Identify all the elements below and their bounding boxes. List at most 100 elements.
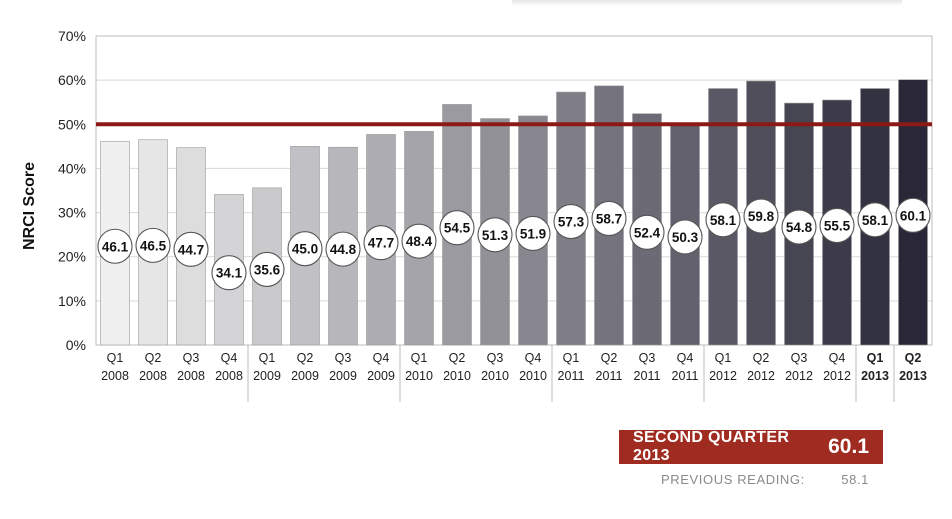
x-tick-quarter: Q2 [601,351,618,365]
y-tick-label: 10% [58,293,86,309]
x-tick-quarter: Q2 [905,351,922,365]
value-label-circle [895,197,931,233]
x-tick-quarter: Q3 [791,351,808,365]
plot-frame [95,35,933,346]
value-label-circle [705,202,741,238]
x-tick-quarter: Q4 [525,351,542,365]
value-label: 44.8 [330,242,357,257]
x-tick-quarter: Q3 [335,351,352,365]
y-tick-label: 50% [58,116,86,132]
x-tick-year: 2011 [596,369,623,383]
value-label: 58.1 [710,213,737,228]
x-tick-year: 2010 [443,369,471,383]
x-tick-quarter: Q3 [183,351,200,365]
x-tick-quarter: Q2 [753,351,770,365]
x-tick-quarter: Q1 [259,351,276,365]
value-label-circle [515,215,551,251]
y-axis-label: NRCI Score [21,162,38,250]
value-label-circle [781,209,817,245]
x-tick-year: 2008 [101,369,129,383]
y-tick-label: 20% [58,249,86,265]
value-label-circle [401,223,437,259]
value-label: 55.5 [824,219,851,234]
x-tick-quarter: Q4 [829,351,846,365]
y-tick-label: 30% [58,205,86,221]
value-label-circle [249,251,285,287]
x-tick-year: 2011 [634,369,661,383]
x-tick-year: 2011 [672,369,699,383]
y-tick-label: 40% [58,160,86,176]
nrci-bar-chart: 46.1 46.5 44.7 34.1 35.6 45.0 44.8 47.7 48.4 54.5… [21,28,933,402]
value-labels: 46.1 46.5 44.7 34.1 35.6 45.0 44.8 47.7 48.4 54.5… [97,197,931,291]
value-label: 54.5 [444,221,471,236]
summary-box: SECOND QUARTER 2013 60.1 [619,429,883,464]
value-label: 50.3 [672,230,699,245]
value-label-circle [591,200,627,236]
x-tick-year: 2013 [861,369,889,383]
summary-value: 60.1 [828,435,869,458]
x-tick-year: 2008 [177,369,205,383]
x-tick-year: 2012 [709,369,737,383]
x-tick-year: 2009 [329,369,357,383]
x-tick-quarter: Q3 [639,351,656,365]
y-tick-label: 70% [58,28,86,44]
value-label: 57.3 [558,215,585,230]
value-label: 54.8 [786,220,813,235]
value-label: 34.1 [216,266,243,281]
y-axis: 0% 10% 20% 30% 40% 50% 60% 70% [58,28,86,353]
x-tick-quarter: Q1 [411,351,428,365]
value-label: 52.4 [634,225,661,240]
value-label-circle [477,217,513,253]
x-tick-quarter: Q1 [715,351,732,365]
value-label: 58.7 [596,211,622,226]
x-tick-year: 2010 [519,369,547,383]
value-label: 51.3 [482,228,509,243]
previous-reading-value: 58.1 [841,472,869,487]
value-label: 59.8 [748,209,775,224]
x-tick-year: 2010 [481,369,509,383]
value-label: 44.7 [178,242,204,257]
value-label-circle [819,207,855,244]
x-tick-year: 2013 [899,369,927,383]
value-label: 48.4 [406,234,433,249]
x-tick-year: 2009 [291,369,319,383]
value-label: 60.1 [900,208,927,223]
x-tick-year: 2009 [253,369,281,383]
summary-label: SECOND QUARTER 2013 [633,429,790,464]
value-label-circle [325,231,361,267]
x-tick-quarter: Q2 [449,351,466,365]
x-tick-year: 2011 [558,369,585,383]
value-label: 46.5 [140,238,167,253]
value-label-circle [211,255,247,291]
value-label-circle [667,219,703,255]
value-label-circle [135,227,171,263]
x-tick-quarter: Q4 [373,351,390,365]
value-label: 45.0 [292,242,318,257]
value-label-circle [553,203,589,240]
value-label: 46.1 [102,239,129,254]
value-label-circle [857,202,893,238]
x-tick-quarter: Q2 [145,351,162,365]
previous-reading-label: PREVIOUS READING: [661,472,805,487]
x-tick-year: 2012 [823,369,851,383]
x-tick-quarter: Q4 [677,351,694,365]
x-axis: Q1 2008 Q2 2008 Q3 2008 Q4 2008 Q1 2009 Q2 2009 Q3 20… [101,345,927,402]
value-label-circle [363,225,399,261]
value-label-circle [439,210,475,246]
x-tick-quarter: Q3 [487,351,504,365]
value-label-circle [743,198,779,234]
value-label-circle [97,228,133,264]
x-tick-quarter: Q1 [107,351,124,365]
x-tick-quarter: Q2 [297,351,314,365]
x-tick-year: 2008 [139,369,167,383]
x-tick-year: 2008 [215,369,243,383]
value-label-circle [173,231,209,267]
value-label: 35.6 [254,262,281,277]
x-tick-year: 2009 [367,369,395,383]
y-tick-label: 60% [58,72,86,88]
x-tick-year: 2012 [785,369,813,383]
value-label-circle [629,214,665,250]
x-tick-quarter: Q4 [221,351,238,365]
x-tick-quarter: Q1 [867,351,884,365]
x-tick-year: 2012 [747,369,775,383]
